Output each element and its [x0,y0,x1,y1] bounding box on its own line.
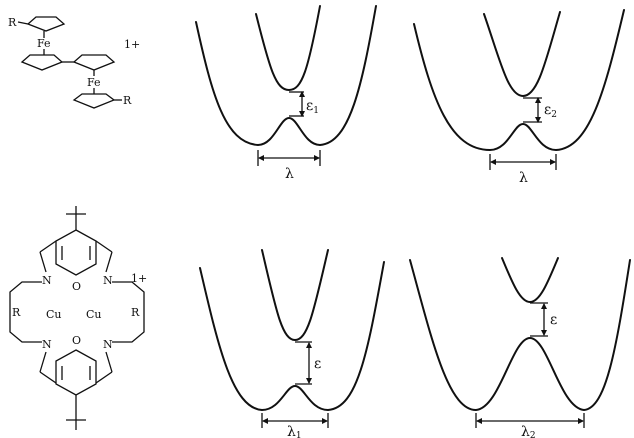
copper-atom-2: Cu [86,308,102,321]
copper-atom-1: Cu [46,308,62,321]
bond [39,251,47,273]
potential-panel-top-left: ε1 λ [195,5,377,182]
width-label: λ [285,166,294,182]
width-symbol: λ [287,424,296,438]
ground-state-double-well [199,261,385,411]
substituent-r-bottom: R [123,94,132,107]
width-label: λ1 [287,424,302,438]
r-bridge-right [112,281,145,343]
potential-panel-bottom-right: ε λ2 [409,257,631,438]
substituent-r-top: R [8,16,17,29]
iron-atom-2: Fe [87,76,101,89]
substituent-r-right: R [131,306,140,319]
gap-symbol: ε [306,98,313,114]
width-subscript: 2 [530,431,536,438]
bond [39,371,57,384]
dicopper-macrocycle-molecule: O N N R R 1+ Cu Cu N N O [9,206,147,430]
cyclopentadienyl-ring [26,16,66,32]
ground-state-double-well [195,5,377,146]
ground-state-double-well [409,259,631,411]
gap-label: ε1 [306,98,319,116]
nitrogen-atom-tr: N [103,274,113,287]
oxygen-atom-bottom: O [72,334,81,347]
gap-symbol: ε [550,312,557,328]
potential-panel-top-right: ε2 λ [413,9,625,186]
cyclopentadienyl-ring [72,93,116,109]
iron-atom-1: Fe [37,37,51,50]
nitrogen-atom-bl: N [42,338,52,351]
bond [39,351,47,373]
width-symbol: λ [285,166,294,182]
r-bridge-left [9,281,42,343]
gap-label: ε [550,312,557,328]
charge-label-top: 1+ [124,38,140,51]
excited-state-curve [483,11,561,97]
biferrocene-molecule: R Fe Fe R 1+ [8,16,140,109]
excited-state-curve [261,249,329,341]
excited-state-curve [501,257,559,303]
gap-label: ε [314,356,321,372]
bond [39,240,57,253]
width-symbol: λ [519,170,528,186]
gap-subscript: 2 [551,110,557,120]
substituent-r-left: R [12,306,21,319]
nitrogen-atom-tl: N [42,274,52,287]
bond [95,240,113,253]
excited-state-curve [255,5,321,91]
gap-symbol: ε [314,356,321,372]
gap-symbol: ε [544,102,551,118]
cyclopentadienyl-ring [72,54,116,71]
ground-state-double-well [413,9,625,151]
gap-subscript: 1 [313,106,319,116]
charge-label-bottom: 1+ [131,272,147,285]
gap-label: ε2 [544,102,557,120]
width-label: λ [519,170,528,186]
oxygen-atom-top: O [72,280,81,293]
width-label: λ2 [521,424,536,438]
potential-panel-bottom-left: ε λ1 [199,249,385,438]
width-symbol: λ [521,424,530,438]
bond [95,371,113,384]
cyclopentadienyl-ring [20,54,64,71]
bond [17,21,29,25]
nitrogen-atom-br: N [103,338,113,351]
bond [105,351,113,373]
bond [105,251,113,273]
width-subscript: 1 [296,431,302,438]
